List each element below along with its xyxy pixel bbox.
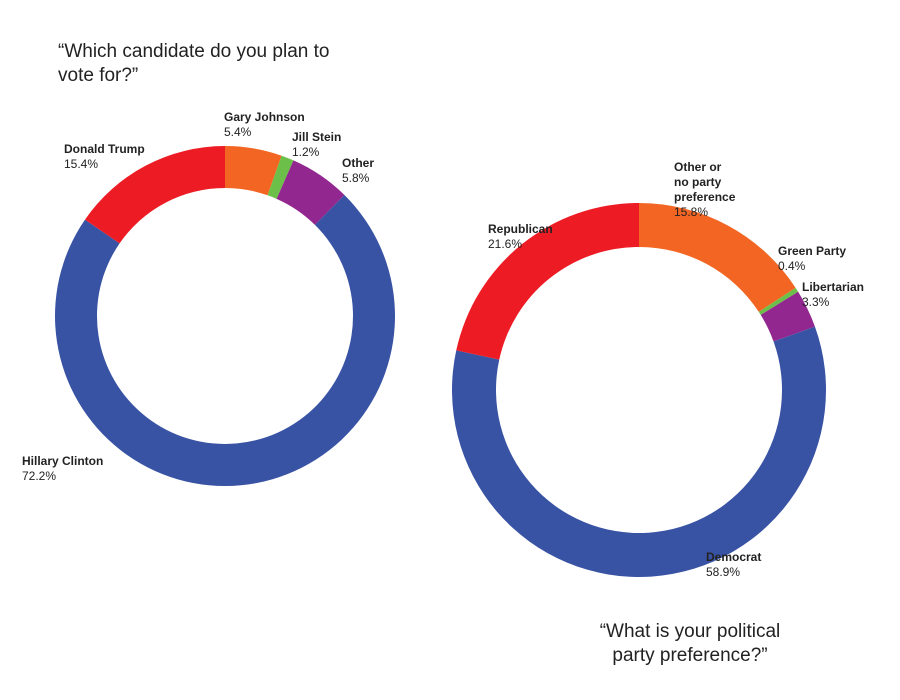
label-name: Hillary Clinton bbox=[22, 454, 104, 468]
label-value: 15.8% bbox=[674, 205, 709, 219]
label-value: 72.2% bbox=[22, 469, 57, 483]
label-value: 3.3% bbox=[802, 295, 830, 309]
label-name: Democrat bbox=[706, 550, 762, 564]
label-republican: Republican 21.6% bbox=[488, 222, 553, 252]
label-value: 5.4% bbox=[224, 125, 252, 139]
label-democrat: Democrat 58.9% bbox=[706, 550, 761, 580]
slice-libertarian bbox=[760, 291, 815, 342]
label-name: Other or no party preference bbox=[674, 160, 736, 204]
label-value: 15.4% bbox=[64, 157, 99, 171]
label-name: Gary Johnson bbox=[224, 110, 305, 124]
label-green-party: Green Party 0.4% bbox=[778, 244, 846, 274]
label-value: 5.8% bbox=[342, 171, 370, 185]
label-value: 1.2% bbox=[292, 145, 320, 159]
slice-other bbox=[276, 160, 345, 225]
label-name: Libertarian bbox=[802, 280, 865, 294]
label-gary-johnson: Gary Johnson 5.4% bbox=[224, 110, 305, 140]
label-name: Green Party bbox=[778, 244, 847, 258]
label-name: Other bbox=[342, 156, 375, 170]
label-value: 58.9% bbox=[706, 565, 741, 579]
slice-democrat bbox=[452, 326, 826, 577]
slice-jill-stein bbox=[267, 155, 294, 199]
label-value: 21.6% bbox=[488, 237, 523, 251]
label-name: Donald Trump bbox=[64, 142, 145, 156]
label-libertarian: Libertarian 3.3% bbox=[802, 280, 864, 310]
label-name: Jill Stein bbox=[292, 130, 342, 144]
slice-gary-johnson bbox=[225, 146, 282, 196]
chart-title-party: “What is your political party preference… bbox=[599, 621, 781, 666]
slice-other-or-no-party-preference bbox=[639, 203, 796, 312]
label-hillary-clinton: Hillary Clinton 72.2% bbox=[22, 454, 103, 484]
slice-hillary-clinton bbox=[55, 195, 396, 487]
slice-republican bbox=[456, 203, 639, 360]
chart-title-candidate: “Which candidate do you plan to vote for… bbox=[58, 41, 330, 86]
slice-donald-trump bbox=[84, 146, 226, 244]
label-other: Other 5.8% bbox=[342, 156, 374, 186]
label-donald-trump: Donald Trump 15.4% bbox=[64, 142, 145, 172]
label-jill-stein: Jill Stein 1.2% bbox=[292, 130, 341, 160]
label-other-or-no-party: Other or no party preference 15.8% bbox=[674, 160, 735, 220]
label-value: 0.4% bbox=[778, 259, 806, 273]
slice-green-party bbox=[758, 287, 799, 315]
label-name: Republican bbox=[488, 222, 553, 236]
